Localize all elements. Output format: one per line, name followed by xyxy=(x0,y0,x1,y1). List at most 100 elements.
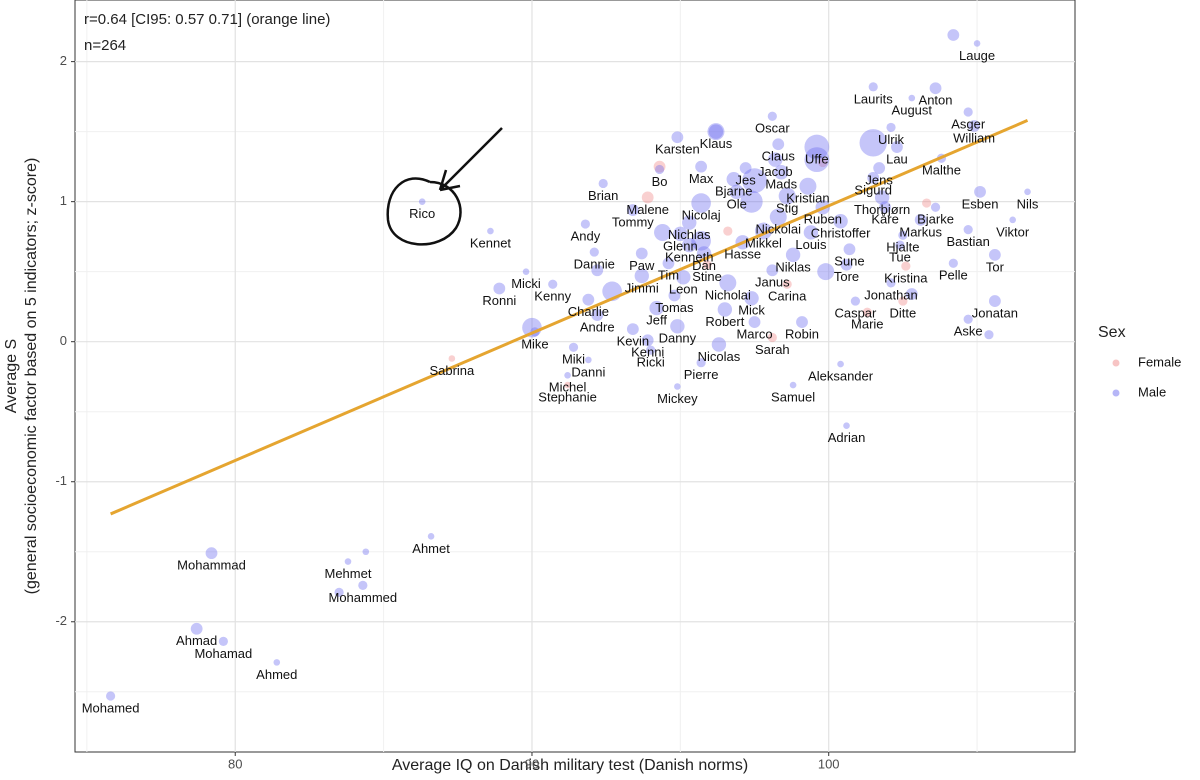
point-label: Nichlas xyxy=(668,227,711,242)
marks: Malene Stine Kristina Carina Ditte Marie Sarah… xyxy=(82,29,1039,715)
point-label: Christoffer xyxy=(811,226,871,241)
point xyxy=(818,157,828,168)
point xyxy=(427,533,435,540)
point xyxy=(626,204,639,216)
point-label: Bastian xyxy=(946,234,989,249)
point-label: Ahmet xyxy=(412,541,450,556)
point-label: Kenneth xyxy=(665,250,713,265)
point-label: Kenny xyxy=(534,289,571,304)
point-label: Karsten xyxy=(655,142,700,157)
point xyxy=(905,288,918,300)
point-label: Robin xyxy=(785,327,819,342)
point-label: Kevin xyxy=(617,334,650,349)
annotation: r=0.64 [CI95: 0.57 0.71] (orange line) xyxy=(84,11,330,28)
point xyxy=(895,240,905,250)
point xyxy=(843,422,850,430)
point xyxy=(898,230,908,240)
point-label: Nicolas xyxy=(698,349,741,364)
point-label: Lau xyxy=(886,151,908,166)
point xyxy=(635,247,648,260)
point-label: Nicholai xyxy=(705,287,751,302)
point-label: Max xyxy=(689,171,714,186)
point xyxy=(726,172,741,187)
point xyxy=(646,345,656,355)
point-label: Mikkel xyxy=(745,235,782,250)
point-label: Klaus xyxy=(700,136,733,151)
point xyxy=(772,138,785,151)
point xyxy=(676,270,691,285)
point xyxy=(774,165,789,180)
point xyxy=(840,258,853,271)
point-label: Aleksander xyxy=(808,369,874,384)
annotation: n=264 xyxy=(84,37,126,54)
point-label: Jes xyxy=(736,172,757,187)
point xyxy=(984,330,994,340)
point xyxy=(682,215,697,230)
point-label: Tor xyxy=(986,259,1005,274)
point xyxy=(804,147,830,173)
point-label: Dannie xyxy=(574,257,615,272)
point-label: Marie xyxy=(851,317,884,332)
legend-label: Male xyxy=(1138,384,1166,399)
point-label: Pelle xyxy=(939,268,968,283)
point xyxy=(344,558,352,565)
point xyxy=(914,213,927,226)
point xyxy=(803,225,819,240)
point-label: Carina xyxy=(768,289,807,304)
point-label: Hasse xyxy=(724,247,761,262)
point-label: Thorbjørn xyxy=(854,202,910,217)
point-label: Jonatan xyxy=(972,306,1018,321)
point xyxy=(591,264,604,277)
point xyxy=(707,123,725,141)
point-label: Claus xyxy=(762,149,796,164)
point xyxy=(649,300,664,316)
point-label: Anton xyxy=(919,93,953,108)
point xyxy=(1009,216,1016,224)
point-label: Ditte xyxy=(890,306,917,321)
point-label: Mehmet xyxy=(325,566,372,581)
point xyxy=(886,122,896,133)
point xyxy=(767,111,777,121)
point xyxy=(634,268,649,284)
point-label: Bjarne xyxy=(715,184,753,199)
point xyxy=(785,247,801,263)
point-label: Sune xyxy=(834,254,864,269)
point xyxy=(729,184,744,200)
point-label: Miki xyxy=(562,352,585,367)
point xyxy=(769,208,787,226)
point xyxy=(358,580,368,590)
point-label: Danny xyxy=(659,331,697,346)
point-label: Mickey xyxy=(657,391,698,406)
y-tick-label: -2 xyxy=(55,613,67,628)
point xyxy=(947,29,960,41)
point xyxy=(873,162,886,174)
point xyxy=(273,659,281,666)
point-label: Jimmi xyxy=(625,280,659,295)
point xyxy=(833,214,848,229)
point-label: Caspar xyxy=(834,306,877,321)
point-label: Stig xyxy=(776,200,798,215)
point-label: Ahmad xyxy=(176,633,217,648)
point xyxy=(748,316,761,328)
point xyxy=(719,274,737,292)
point-label: Sigurd xyxy=(854,182,892,197)
point xyxy=(334,587,344,597)
point xyxy=(930,202,941,212)
point-label: Ulrik xyxy=(878,132,904,147)
point-label: Stine xyxy=(692,269,722,284)
y-axis-title: Average S xyxy=(3,339,20,413)
point xyxy=(862,307,872,317)
y-tick-label: 0 xyxy=(60,333,67,348)
point xyxy=(671,131,684,144)
point-label: Kenni xyxy=(631,345,664,360)
point-label: Sarah xyxy=(755,342,790,357)
point-label: Oscar xyxy=(755,121,790,136)
point xyxy=(696,358,706,368)
point-label: Mohamed xyxy=(82,700,140,715)
point xyxy=(908,94,916,102)
point-label: Danni xyxy=(571,364,605,379)
point-label: Markus xyxy=(899,224,942,239)
point xyxy=(670,319,685,334)
point-label: Ahmed xyxy=(256,667,297,682)
